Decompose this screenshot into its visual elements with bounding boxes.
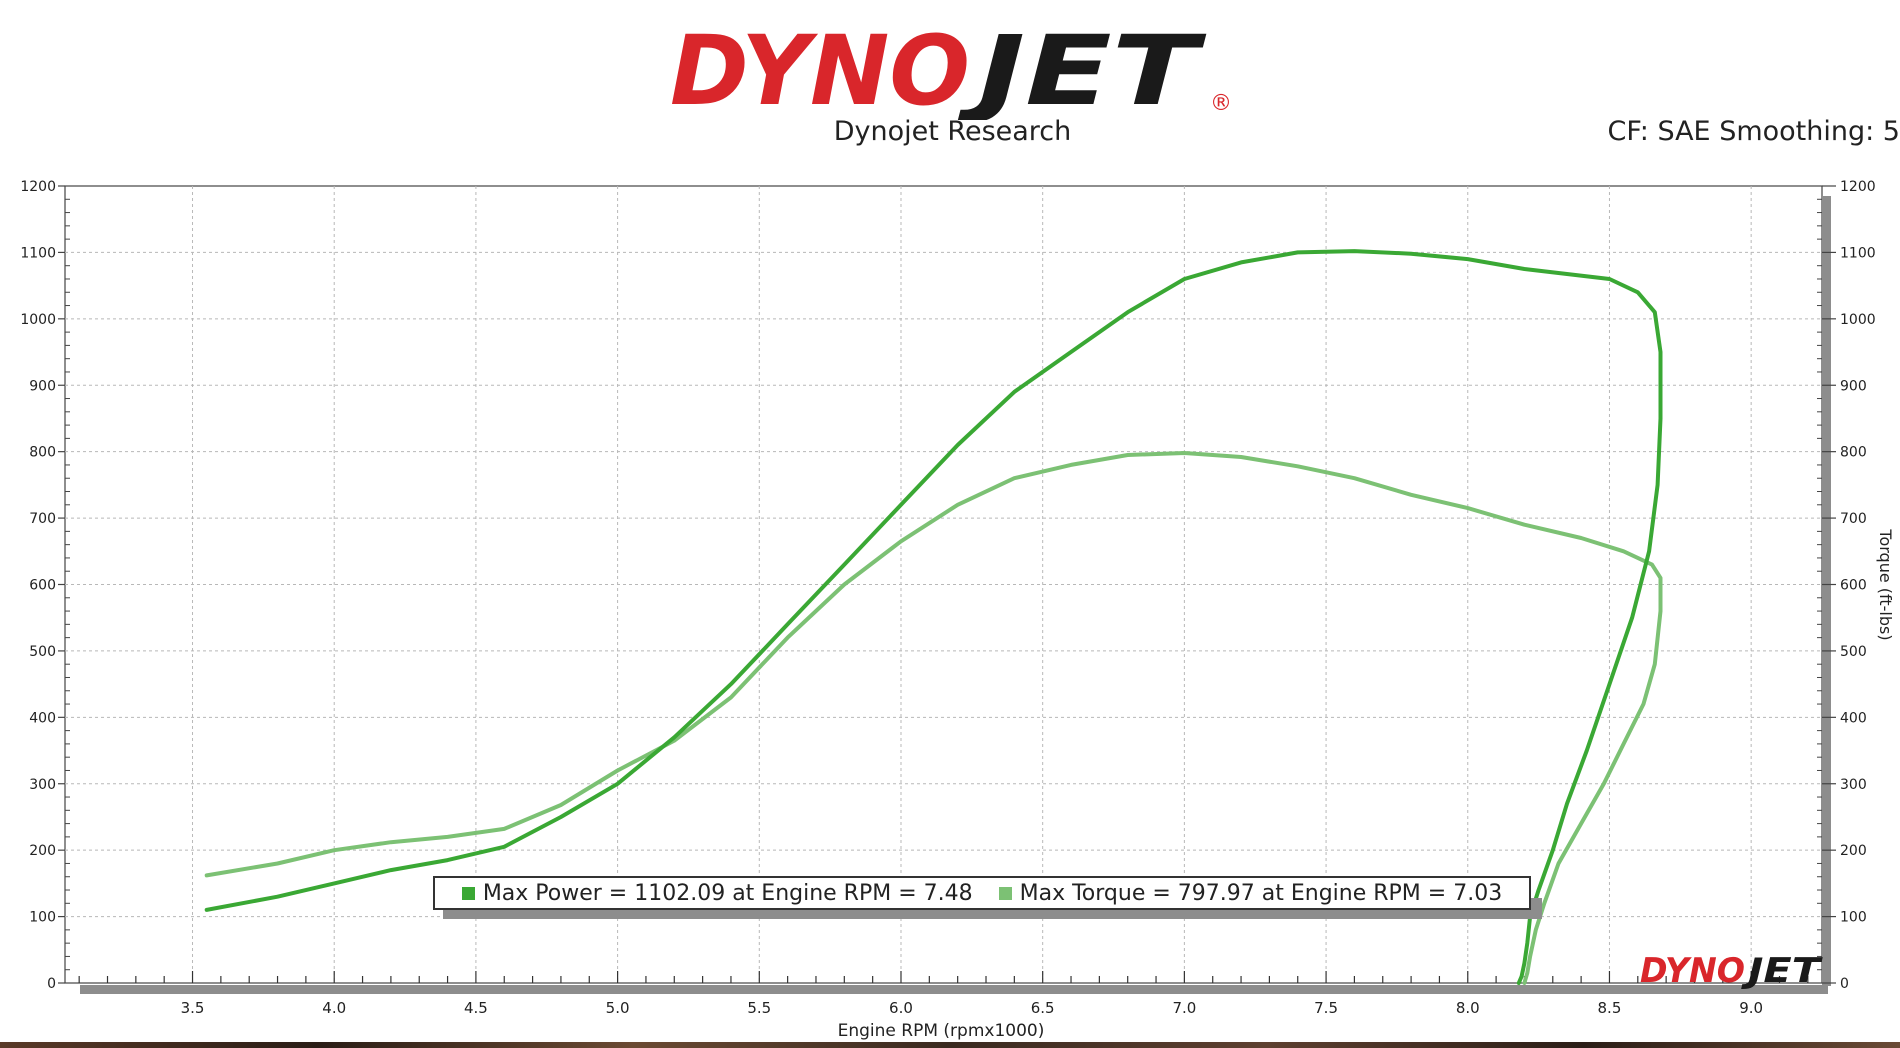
y-tick-label: 1100 xyxy=(20,245,56,261)
y-tick-label: 200 xyxy=(29,843,56,859)
y2-tick-label: 1200 xyxy=(1840,179,1876,195)
x-tick-label: 6.0 xyxy=(889,999,913,1017)
chart-subtitle: Dynojet Research xyxy=(833,116,1072,147)
y2-tick-label: 800 xyxy=(1840,445,1867,461)
y-tick-label: 600 xyxy=(29,578,56,594)
x-tick-label: 6.5 xyxy=(1031,999,1055,1017)
y2-tick-label: 1000 xyxy=(1840,312,1876,328)
y-tick-label: 100 xyxy=(29,910,56,926)
x-tick-label: 8.0 xyxy=(1456,999,1480,1017)
watermark-red-text: DYNO xyxy=(1640,951,1745,991)
legend-torque-label: Max Torque = 797.97 at Engine RPM = 7.03 xyxy=(1019,880,1503,906)
power-swatch-icon xyxy=(461,886,475,900)
y2-tick-label: 100 xyxy=(1840,910,1867,926)
y2-tick-label: 400 xyxy=(1840,710,1867,726)
x-tick-label: 4.5 xyxy=(464,999,488,1017)
y-tick-label: 900 xyxy=(29,378,56,394)
dynojet-watermark: DYNO JET xyxy=(1640,951,1823,991)
series-line-torque xyxy=(204,451,1663,985)
legend-item-torque: Max Torque = 797.97 at Engine RPM = 7.03 xyxy=(998,880,1503,906)
y2-tick-label: 700 xyxy=(1840,511,1867,527)
y-tick-label: 700 xyxy=(29,511,56,527)
legend: Max Power = 1102.09 at Engine RPM = 7.48… xyxy=(433,876,1531,910)
series-line-power xyxy=(204,249,1663,985)
watermark-black-text: JET xyxy=(1741,951,1824,991)
y2-tick-label: 0 xyxy=(1840,976,1849,992)
y-tick-label: 1200 xyxy=(20,179,56,195)
y2-tick-label: 200 xyxy=(1840,843,1867,859)
registered-mark: ® xyxy=(1210,91,1232,116)
y2-tick-label: 300 xyxy=(1840,777,1867,793)
x-scrollbar[interactable] xyxy=(80,985,1828,994)
legend-item-power: Max Power = 1102.09 at Engine RPM = 7.48 xyxy=(461,880,973,906)
y2-tick-label: 600 xyxy=(1840,578,1867,594)
y-tick-label: 500 xyxy=(29,644,56,660)
x-tick-label: 5.0 xyxy=(606,999,630,1017)
y2-axis-label: Torque (ft-lbs) xyxy=(1876,528,1895,640)
background-strip xyxy=(0,1042,1900,1048)
dynojet-logo: DYNO JET ® xyxy=(670,20,1232,120)
y2-tick-label: 1100 xyxy=(1840,245,1876,261)
axis-ticks: 3.5 4.0 4.5 5.0 5.5 6.0 6.5 7.0 7.5 8.0 8.5 9.0 0 0 10… xyxy=(20,179,1875,1017)
y-tick-label: 300 xyxy=(29,777,56,793)
y-tick-label: 0 xyxy=(47,976,56,992)
y-tick-label: 800 xyxy=(29,445,56,461)
y2-tick-label: 900 xyxy=(1840,378,1867,394)
series xyxy=(204,249,1663,985)
x-tick-label: 4.0 xyxy=(322,999,346,1017)
x-tick-label: 8.5 xyxy=(1598,999,1622,1017)
x-axis-label: Engine RPM (rpmx1000) xyxy=(838,1021,1045,1041)
logo-black-text: JET xyxy=(957,20,1207,120)
legend-power-label: Max Power = 1102.09 at Engine RPM = 7.48 xyxy=(482,880,973,906)
x-tick-label: 3.5 xyxy=(181,999,205,1017)
x-tick-label: 9.0 xyxy=(1739,999,1763,1017)
x-tick-label: 5.5 xyxy=(747,999,771,1017)
y-tick-label: 1000 xyxy=(20,312,56,328)
torque-swatch-icon xyxy=(998,886,1012,900)
y2-tick-label: 500 xyxy=(1840,644,1867,660)
x-tick-label: 7.5 xyxy=(1314,999,1338,1017)
x-tick-label: 7.0 xyxy=(1172,999,1196,1017)
y-scrollbar[interactable] xyxy=(1822,196,1831,986)
correction-factor-info: CF: SAE Smoothing: 5 xyxy=(1607,116,1900,147)
logo-red-text: DYNO xyxy=(670,20,970,120)
y-tick-label: 400 xyxy=(29,710,56,726)
